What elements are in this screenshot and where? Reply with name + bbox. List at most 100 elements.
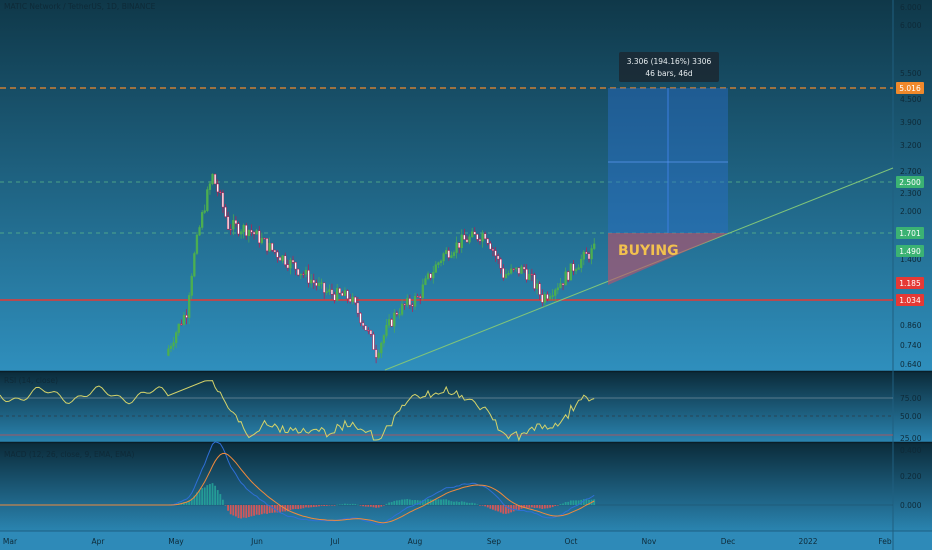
macd-histogram-bar xyxy=(434,499,437,505)
candle-body xyxy=(335,288,339,301)
macd-histogram-bar xyxy=(237,505,240,519)
candle-body xyxy=(450,255,453,258)
macd-histogram-bar xyxy=(292,505,294,510)
candle-body xyxy=(304,270,308,275)
macd-histogram-bar xyxy=(325,505,328,506)
candle-body xyxy=(242,225,245,233)
candle-body xyxy=(380,342,383,354)
candle-body xyxy=(177,323,180,333)
candle-body xyxy=(247,229,251,236)
rsi-line[interactable] xyxy=(0,380,595,442)
candle-body xyxy=(491,248,495,251)
macd-histogram-bar xyxy=(245,505,248,518)
macd-histogram-bar xyxy=(593,499,596,505)
time-tick: Mar xyxy=(3,537,18,546)
candle-body xyxy=(167,348,170,356)
macd-histogram-bar xyxy=(209,484,211,505)
macd-histogram-bar xyxy=(333,505,336,506)
time-axis[interactable]: Mar Apr May Jun Jul Aug Sep Oct Nov Dec … xyxy=(3,537,892,546)
macd-histogram-bar xyxy=(297,505,300,510)
price-tick: 3.900 xyxy=(900,118,922,127)
candle-body xyxy=(460,234,463,248)
candle-body xyxy=(286,264,289,269)
main-pane-background xyxy=(0,0,932,371)
macd-histogram-bar xyxy=(344,503,346,505)
candle-body xyxy=(455,242,458,253)
macd-histogram-bar xyxy=(494,505,497,511)
candle-body xyxy=(172,342,175,347)
candle-body xyxy=(338,288,341,294)
candle-body xyxy=(393,312,396,327)
macd-signal-line[interactable] xyxy=(0,452,595,524)
candle-body xyxy=(587,253,591,260)
candle-body xyxy=(442,253,445,262)
candle-body xyxy=(216,183,219,193)
candle-body xyxy=(315,282,318,286)
candle-body xyxy=(567,271,570,281)
macd-histogram-bar xyxy=(458,502,461,505)
macd-histogram-bar xyxy=(460,501,463,505)
price-axis[interactable]: 6.000 6.000 5.500 4.500 3.900 3.200 2.70… xyxy=(900,3,922,369)
macd-histogram-bar xyxy=(232,505,235,516)
macd-histogram-bar xyxy=(196,492,198,505)
candle-body xyxy=(317,282,321,286)
candle-body xyxy=(546,294,549,300)
candle-body xyxy=(232,220,235,230)
candle-body xyxy=(463,234,466,240)
candle-body xyxy=(382,335,386,344)
long-position-stop-zone[interactable] xyxy=(608,233,728,285)
candle-body xyxy=(299,273,302,276)
macd-histogram-bar xyxy=(447,500,450,505)
macd-histogram-bar xyxy=(377,505,380,508)
candle-body xyxy=(330,289,334,295)
macd-histogram-bar xyxy=(250,505,253,517)
candle-body xyxy=(478,239,482,242)
macd-histogram-bar xyxy=(432,499,435,505)
candle-body xyxy=(200,212,204,228)
measurement-tooltip xyxy=(619,52,719,82)
macd-histogram-bar xyxy=(263,505,266,514)
macd-line[interactable] xyxy=(0,441,595,526)
price-badge-target: 5.016 xyxy=(896,82,924,94)
candle-body xyxy=(281,255,284,261)
rsi-label: RSI (14, close) xyxy=(4,376,58,385)
macd-histogram-bar xyxy=(390,502,393,505)
macd-histogram-bar xyxy=(403,499,406,505)
macd-histogram-bar xyxy=(585,499,588,505)
macd-histogram-bar xyxy=(549,505,551,508)
price-tick: 2.000 xyxy=(900,207,922,216)
macd-histogram-bar xyxy=(240,505,242,519)
macd-histogram-bar xyxy=(281,505,284,512)
macd-tick: 0.400 xyxy=(900,446,922,455)
macd-histogram-bar xyxy=(421,500,424,505)
macd-histogram-bar xyxy=(336,504,339,506)
candle-body xyxy=(502,268,505,279)
candle-body xyxy=(258,230,261,244)
macd-histogram-bar xyxy=(294,505,297,510)
candle-body xyxy=(250,229,253,233)
candle-body xyxy=(374,349,378,358)
candle-body xyxy=(260,238,264,244)
candlestick-series[interactable] xyxy=(167,173,596,364)
macd-histogram-bar xyxy=(382,505,385,506)
macd-histogram-bar xyxy=(190,498,193,505)
candle-body xyxy=(528,273,531,280)
time-tick: Jul xyxy=(329,537,339,546)
candle-body xyxy=(226,216,230,230)
candle-body xyxy=(182,315,186,325)
macd-histogram-bar xyxy=(489,505,492,509)
macd-histogram-bar xyxy=(476,504,479,505)
price-tick: 1.400 xyxy=(900,255,922,264)
candle-body xyxy=(541,294,544,303)
time-tick: Nov xyxy=(642,537,657,546)
candle-body xyxy=(465,239,469,243)
macd-histogram-bar xyxy=(328,505,331,506)
candle-body xyxy=(213,173,217,185)
macd-histogram-bar xyxy=(567,501,570,505)
candle-body xyxy=(483,233,487,240)
macd-histogram-bar xyxy=(385,503,388,505)
price-badge-2500: 2.500 xyxy=(896,176,924,188)
macd-histogram-bar xyxy=(528,505,531,508)
macd-tick: 0.000 xyxy=(900,501,922,510)
